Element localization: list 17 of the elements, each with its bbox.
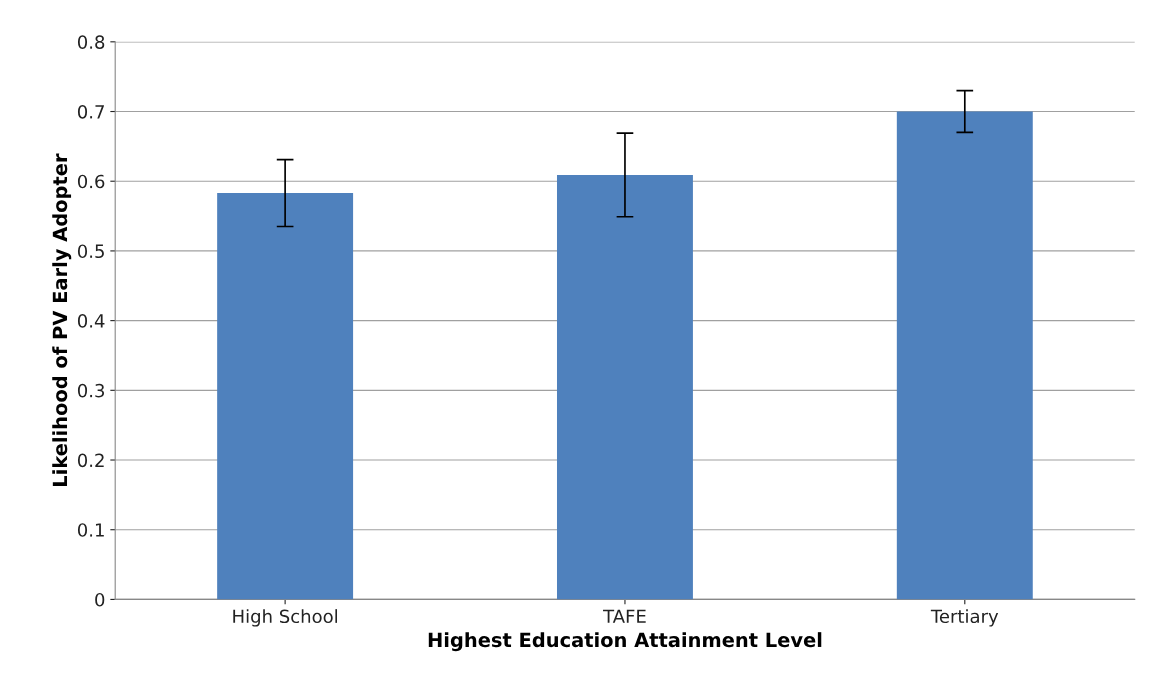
x-axis-title: Highest Education Attainment Level (428, 632, 822, 652)
y-tick-label: 0.5 (77, 244, 104, 259)
y-tick-label: 0.7 (77, 104, 104, 119)
y-tick-label: 0.8 (77, 35, 105, 49)
y-tick-label: 0.2 (77, 453, 104, 468)
x-tick-label: High School (233, 609, 338, 627)
y-tick-label: 0.1 (77, 523, 104, 537)
y-axis-title: Likelihood of PV Early Adopter (52, 153, 72, 486)
y-tick-label: 0 (95, 592, 105, 607)
bar (896, 111, 1033, 600)
x-tick-label: Tertiary (930, 609, 999, 627)
bar (217, 193, 354, 600)
y-tick-label: 0.4 (77, 314, 105, 328)
bar (556, 174, 693, 600)
x-tick-label: TAFE (603, 609, 646, 623)
y-tick-label: 0.3 (77, 383, 105, 398)
y-tick-label: 0.6 (77, 174, 105, 189)
